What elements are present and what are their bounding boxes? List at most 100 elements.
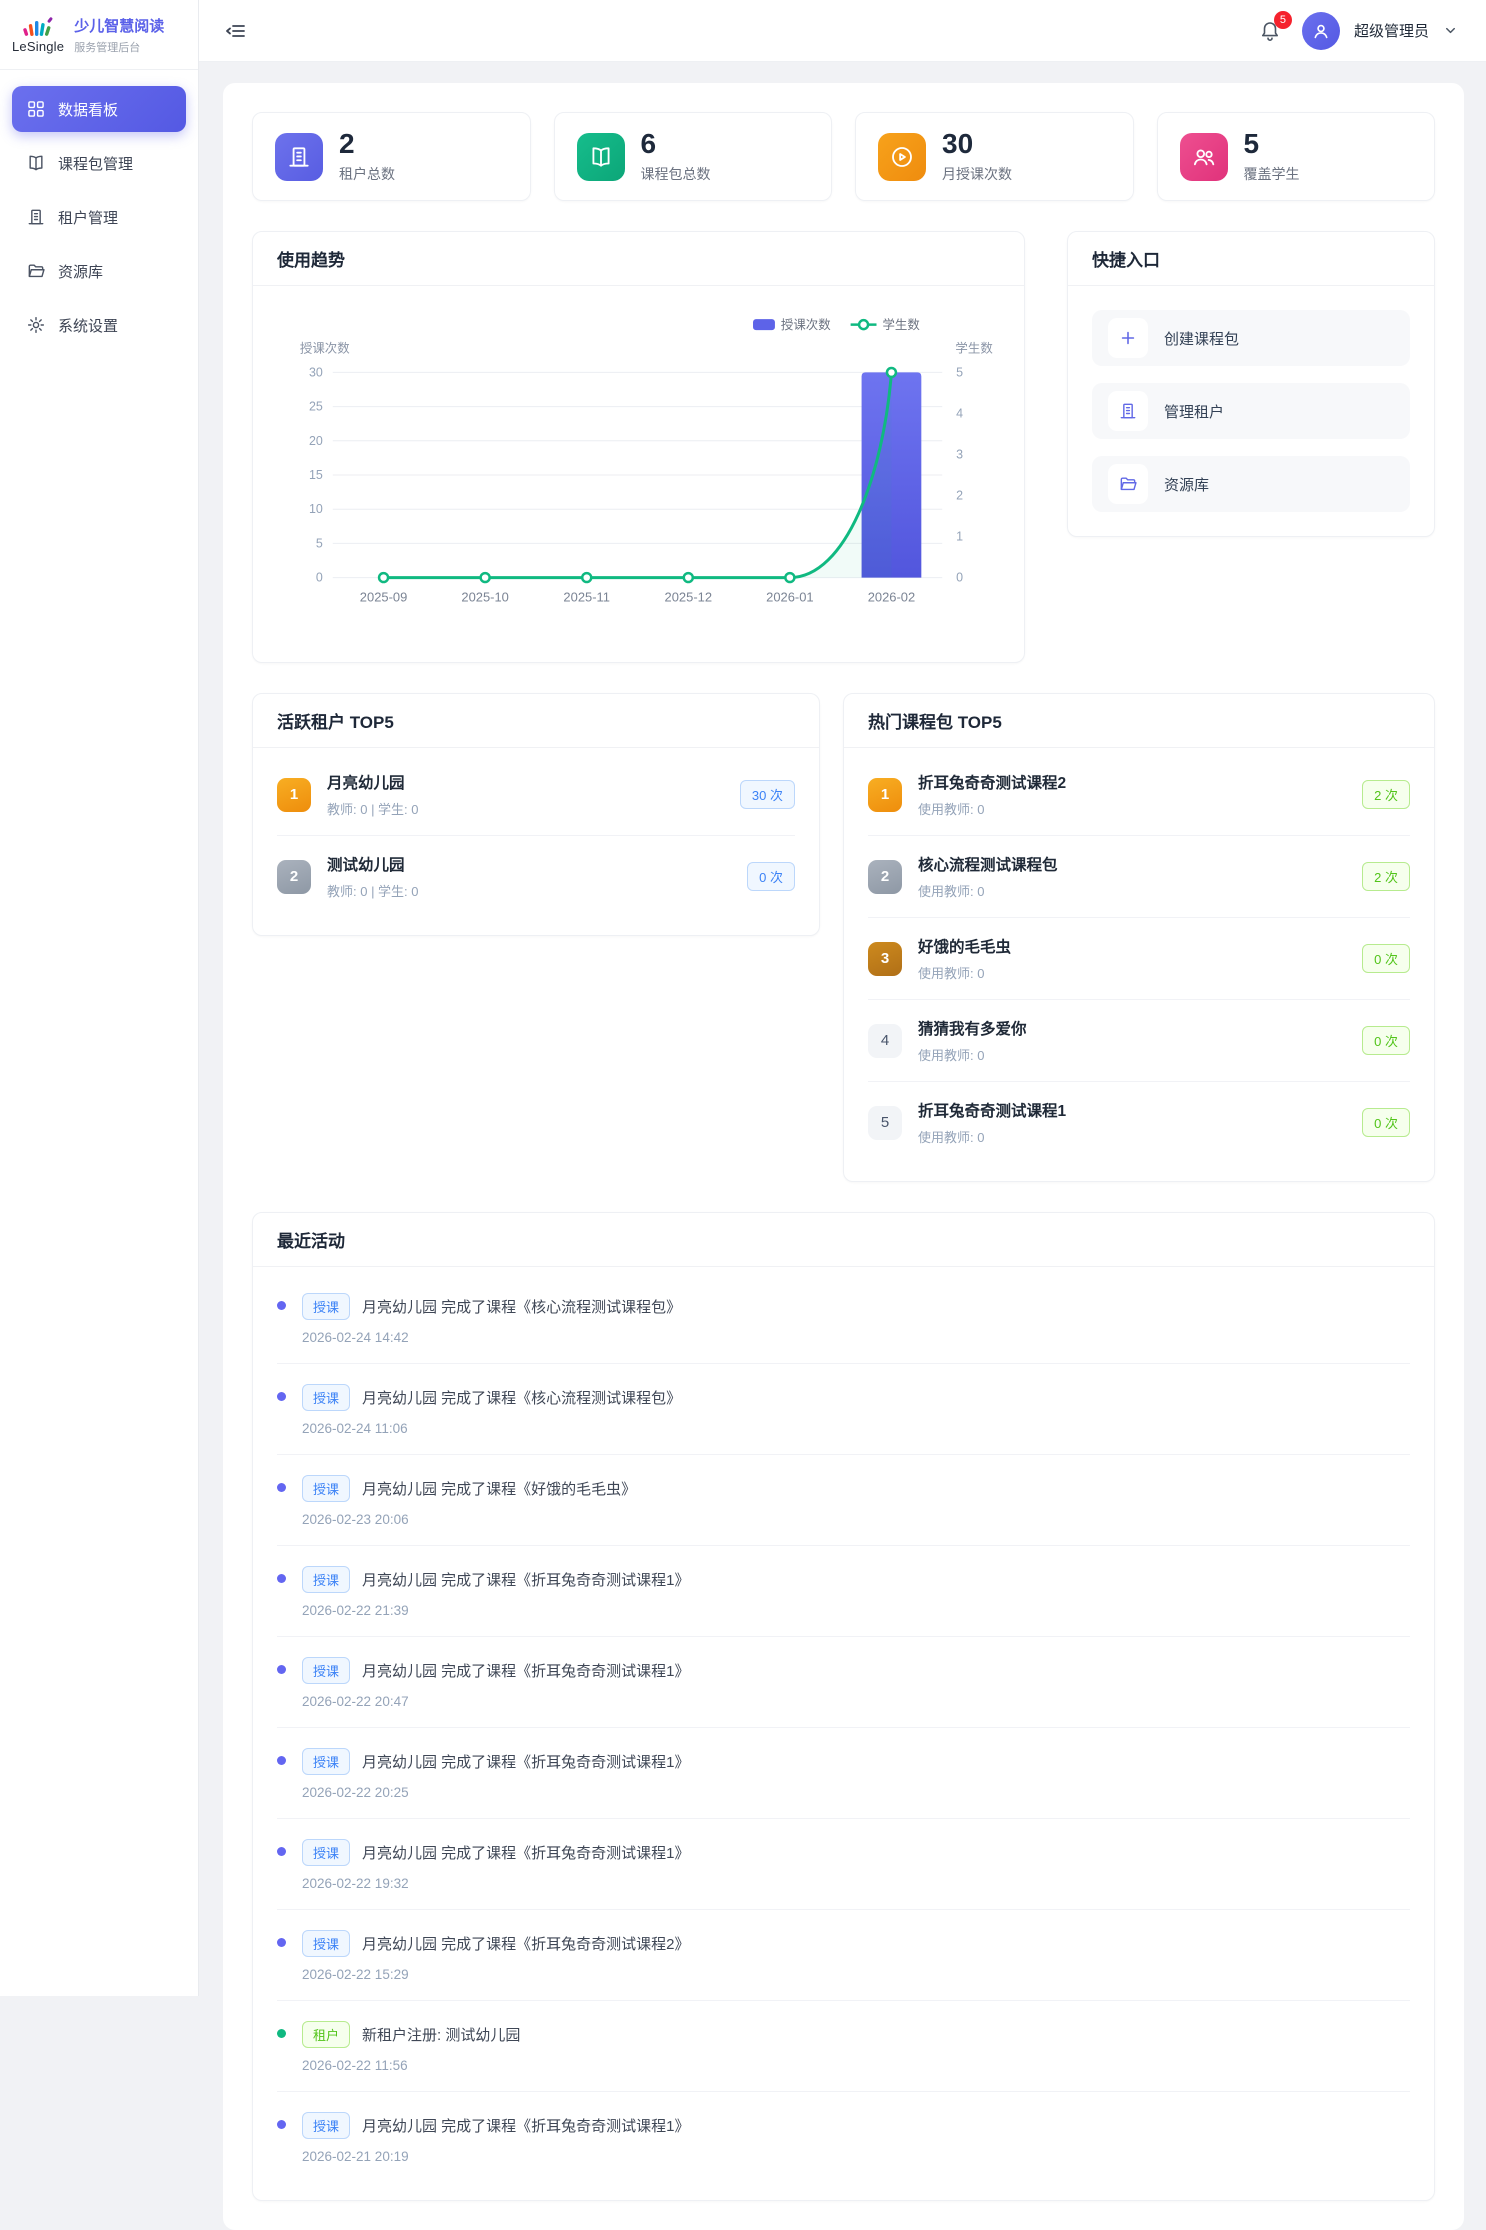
sidebar-collapse-button[interactable] xyxy=(223,19,247,43)
activity-row: 授课 月亮幼儿园 完成了课程《折耳兔奇奇测试课程1》 2026-02-22 21… xyxy=(277,1546,1410,1637)
svg-text:2026-01: 2026-01 xyxy=(766,589,813,604)
brand-subtitle: 服务管理后台 xyxy=(74,41,141,54)
svg-text:10: 10 xyxy=(309,502,323,516)
svg-text:2025-11: 2025-11 xyxy=(563,589,610,604)
sidebar-item-label: 租户管理 xyxy=(58,209,119,227)
tenant-meta: 教师: 0 | 学生: 0 xyxy=(327,802,419,817)
chevron-down-icon[interactable] xyxy=(1443,23,1458,38)
quick-link-manage-tenants[interactable]: 管理租户 xyxy=(1092,383,1410,439)
activity-tag: 授课 xyxy=(302,1930,351,1957)
package-name: 核心流程测试课程包 xyxy=(918,857,1058,874)
usage-count-badge: 0 次 xyxy=(1362,1108,1410,1137)
plus-icon xyxy=(1108,318,1148,358)
avatar[interactable] xyxy=(1301,11,1340,50)
card-title: 快捷入口 xyxy=(1068,232,1434,286)
recent-activity-card: 最近活动 授课 月亮幼儿园 完成了课程《核心流程测试课程包》 2026-02-2… xyxy=(252,1212,1435,2201)
sidebar-item-dashboard[interactable]: 数据看板 xyxy=(12,86,186,132)
sidebar-item-course-packages[interactable]: 课程包管理 xyxy=(12,140,186,186)
brand: LeSingle 少儿智慧阅读 服务管理后台 xyxy=(0,0,198,70)
svg-text:授课次数: 授课次数 xyxy=(781,317,831,332)
active-tenants-list: 1 月亮幼儿园 教师: 0 | 学生: 0 30 次 2 测试幼儿园 教师: 0… xyxy=(253,748,819,935)
quick-link-create-package[interactable]: 创建课程包 xyxy=(1092,310,1410,366)
package-row[interactable]: 5 折耳兔奇奇测试课程1 使用教师: 0 0 次 xyxy=(868,1082,1410,1163)
rank-badge: 3 xyxy=(868,941,902,976)
svg-text:20: 20 xyxy=(309,434,323,448)
package-meta: 使用教师: 0 xyxy=(918,802,985,817)
activity-dot xyxy=(277,2029,286,2038)
activity-time: 2026-02-22 15:29 xyxy=(302,1967,409,1982)
activity-text: 月亮幼儿园 完成了课程《核心流程测试课程包》 xyxy=(362,1390,682,1407)
usage-count-badge: 0 次 xyxy=(1362,944,1410,973)
activity-tag: 授课 xyxy=(302,1839,351,1866)
package-row[interactable]: 2 核心流程测试课程包 使用教师: 0 2 次 xyxy=(868,836,1410,918)
svg-text:学生数: 学生数 xyxy=(955,341,993,356)
sidebar-item-resources[interactable]: 资源库 xyxy=(12,248,186,294)
package-row[interactable]: 4 猜猜我有多爱你 使用教师: 0 0 次 xyxy=(868,1000,1410,1082)
building-icon xyxy=(275,132,323,181)
usage-count-badge: 2 次 xyxy=(1362,862,1410,891)
sidebar-item-tenants[interactable]: 租户管理 xyxy=(12,194,186,240)
activity-time: 2026-02-22 19:32 xyxy=(302,1876,409,1891)
stat-card-monthly-lessons: 30 月授课次数 xyxy=(855,112,1134,201)
package-name: 折耳兔奇奇测试课程1 xyxy=(918,1103,1067,1120)
activity-time: 2026-02-24 14:42 xyxy=(302,1330,409,1345)
package-meta: 使用教师: 0 xyxy=(918,966,985,981)
package-row[interactable]: 3 好饿的毛毛虫 使用教师: 0 0 次 xyxy=(868,918,1410,1000)
notification-badge: 5 xyxy=(1273,10,1292,29)
package-name: 猜猜我有多爱你 xyxy=(918,1021,1027,1038)
svg-text:授课次数: 授课次数 xyxy=(300,341,350,356)
activity-tag: 授课 xyxy=(302,1748,351,1775)
quick-link-label: 管理租户 xyxy=(1164,403,1225,421)
activity-text: 月亮幼儿园 完成了课程《折耳兔奇奇测试课程2》 xyxy=(362,1936,690,1953)
stat-label: 覆盖学生 xyxy=(1243,165,1300,182)
stat-value: 5 xyxy=(1243,128,1260,160)
svg-text:0: 0 xyxy=(316,571,323,585)
card-title: 活跃租户 TOP5 xyxy=(253,694,819,748)
notification-bell[interactable]: 5 xyxy=(1258,10,1292,43)
dashboard-container: 2 租户总数 6 课程包总数 30 月授课次数 xyxy=(223,83,1464,2230)
users-icon xyxy=(1179,132,1228,181)
hot-packages-card: 热门课程包 TOP5 1 折耳兔奇奇测试课程2 使用教师: 0 2 次 2 xyxy=(843,693,1435,1182)
tenant-row[interactable]: 1 月亮幼儿园 教师: 0 | 学生: 0 30 次 xyxy=(277,754,795,836)
play-circle-icon xyxy=(878,132,926,181)
stat-value: 6 xyxy=(640,128,657,160)
svg-text:1: 1 xyxy=(956,530,963,544)
tenant-name: 月亮幼儿园 xyxy=(327,775,405,792)
dashboard-grid-icon xyxy=(28,101,44,117)
bell-icon xyxy=(1261,21,1278,41)
activity-time: 2026-02-24 11:06 xyxy=(302,1421,408,1436)
svg-text:2: 2 xyxy=(956,488,963,502)
package-row[interactable]: 1 折耳兔奇奇测试课程2 使用教师: 0 2 次 xyxy=(868,754,1410,836)
lesingle-logo: LeSingle xyxy=(12,16,64,54)
stat-value: 2 xyxy=(339,128,355,160)
person-icon xyxy=(1314,24,1328,38)
activity-tag: 授课 xyxy=(302,1566,351,1593)
stat-value: 30 xyxy=(942,128,974,160)
activity-time: 2026-02-22 11:56 xyxy=(302,2058,408,2073)
quick-link-resources[interactable]: 资源库 xyxy=(1092,456,1410,512)
sidebar-item-settings[interactable]: 系统设置 xyxy=(12,302,186,348)
card-title: 使用趋势 xyxy=(253,232,1024,286)
tenant-row[interactable]: 2 测试幼儿园 教师: 0 | 学生: 0 0 次 xyxy=(277,836,795,917)
usage-count-badge: 0 次 xyxy=(747,862,795,891)
activity-tag: 授课 xyxy=(302,1657,351,1684)
activity-dot xyxy=(277,1574,286,1583)
activity-text: 月亮幼儿园 完成了课程《折耳兔奇奇测试课程1》 xyxy=(362,2118,690,2135)
activity-row: 授课 月亮幼儿园 完成了课程《折耳兔奇奇测试课程1》 2026-02-22 20… xyxy=(277,1637,1410,1728)
activity-time: 2026-02-23 20:06 xyxy=(302,1512,409,1527)
activity-row: 授课 月亮幼儿园 完成了课程《折耳兔奇奇测试课程2》 2026-02-22 15… xyxy=(277,1910,1410,2001)
rank-badge: 2 xyxy=(277,859,311,894)
activity-row: 授课 月亮幼儿园 完成了课程《折耳兔奇奇测试课程1》 2026-02-22 19… xyxy=(277,1819,1410,1910)
package-meta: 使用教师: 0 xyxy=(918,1048,985,1063)
stat-cards: 2 租户总数 6 课程包总数 30 月授课次数 xyxy=(252,112,1435,201)
svg-text:学生数: 学生数 xyxy=(882,317,920,332)
package-name: 折耳兔奇奇测试课程2 xyxy=(918,775,1067,792)
activity-dot xyxy=(277,1938,286,1947)
activity-text: 月亮幼儿园 完成了课程《折耳兔奇奇测试课程1》 xyxy=(362,1845,690,1862)
activity-text: 月亮幼儿园 完成了课程《折耳兔奇奇测试课程1》 xyxy=(362,1663,690,1680)
svg-text:2025-10: 2025-10 xyxy=(461,589,508,604)
activity-dot xyxy=(277,1392,286,1401)
svg-text:2025-09: 2025-09 xyxy=(360,589,407,604)
logo-bars-icon xyxy=(23,16,53,36)
